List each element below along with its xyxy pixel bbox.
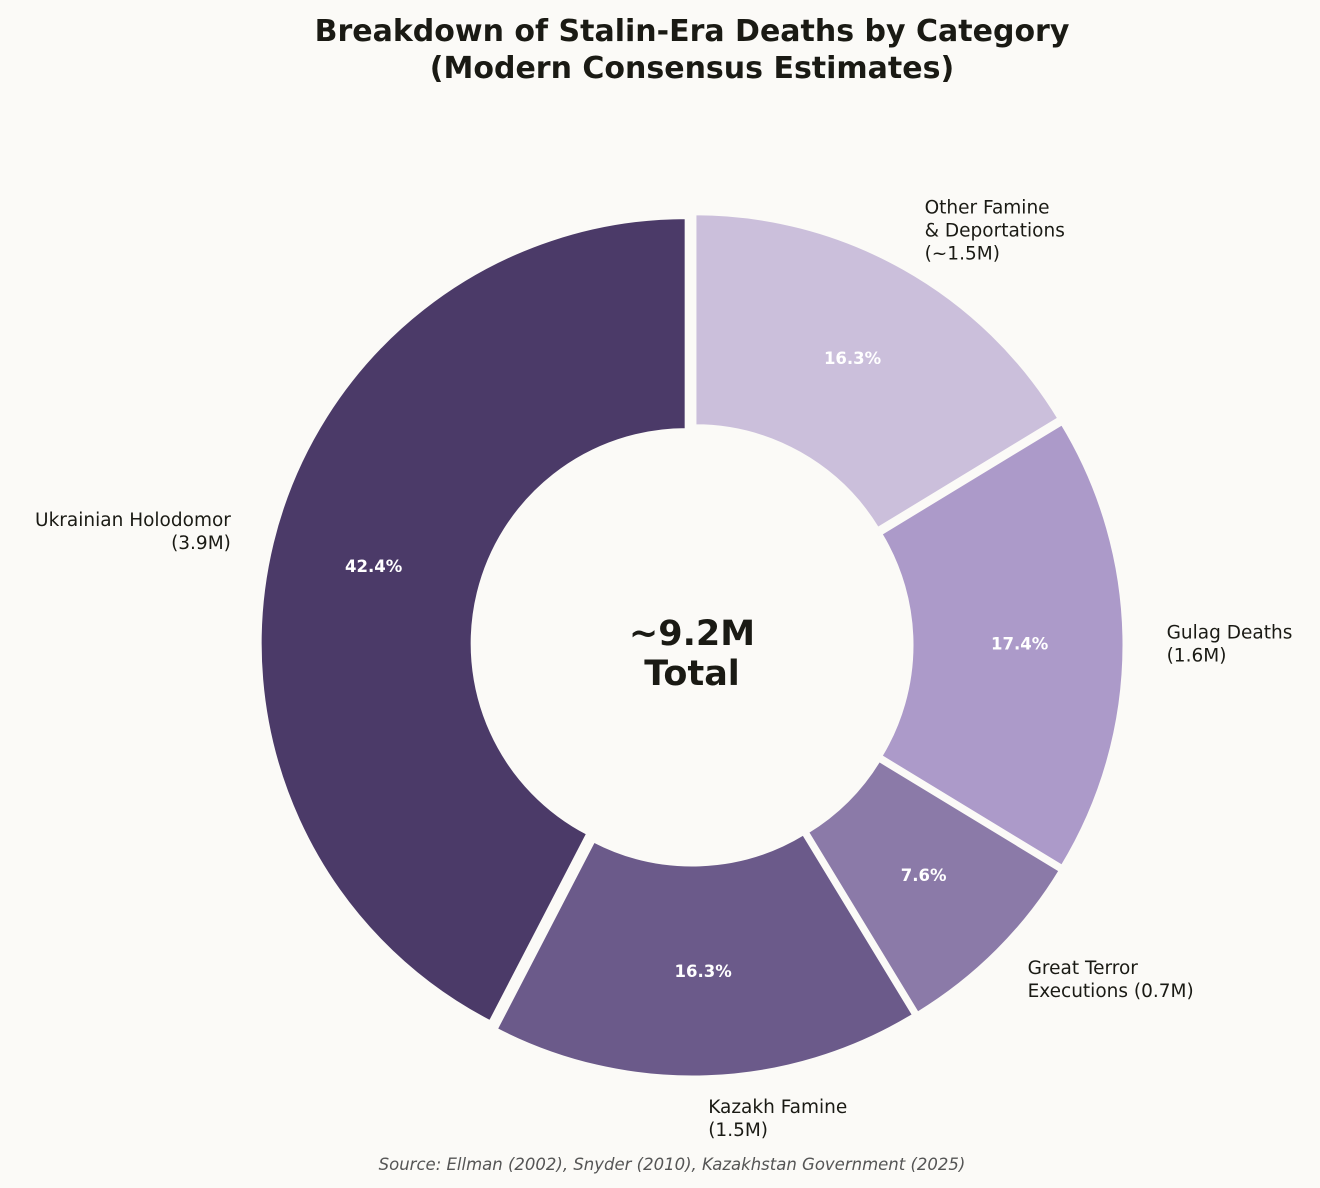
wedge-4 <box>693 212 1061 531</box>
chart-title: Breakdown of Stalin-Era Deaths by Catego… <box>315 14 1070 86</box>
slice-label: Ukrainian Holodomor (3.9M) <box>35 510 231 554</box>
percent-label: 16.3% <box>675 962 733 981</box>
wedge-3 <box>878 421 1126 869</box>
percent-label: 42.4% <box>345 557 403 576</box>
center-total-label: ~9.2M Total <box>629 614 755 694</box>
slice-labels: 42.4% Ukrainian Holodomor (3.9M) 16.3% Kazak… <box>35 197 1292 1141</box>
wedge-0 <box>258 216 688 1024</box>
slice-label: Great Terror Executions (0.7M) <box>1028 958 1194 1002</box>
wedges <box>258 212 1126 1079</box>
percent-label: 16.3% <box>824 349 882 368</box>
wedge-2 <box>805 758 1063 1016</box>
slice-label: Gulag Deaths (1.6M) <box>1167 623 1293 667</box>
slice-label: Kazakh Famine (1.5M) <box>708 1097 847 1141</box>
slice-label: Other Famine & Deportations (~1.5M) <box>925 197 1065 264</box>
source-note: Source: Ellman (2002), Snyder (2010), Ka… <box>379 1155 966 1174</box>
percent-label: 7.6% <box>901 866 947 885</box>
percent-label: 17.4% <box>991 635 1049 654</box>
wedge-1 <box>494 831 916 1079</box>
